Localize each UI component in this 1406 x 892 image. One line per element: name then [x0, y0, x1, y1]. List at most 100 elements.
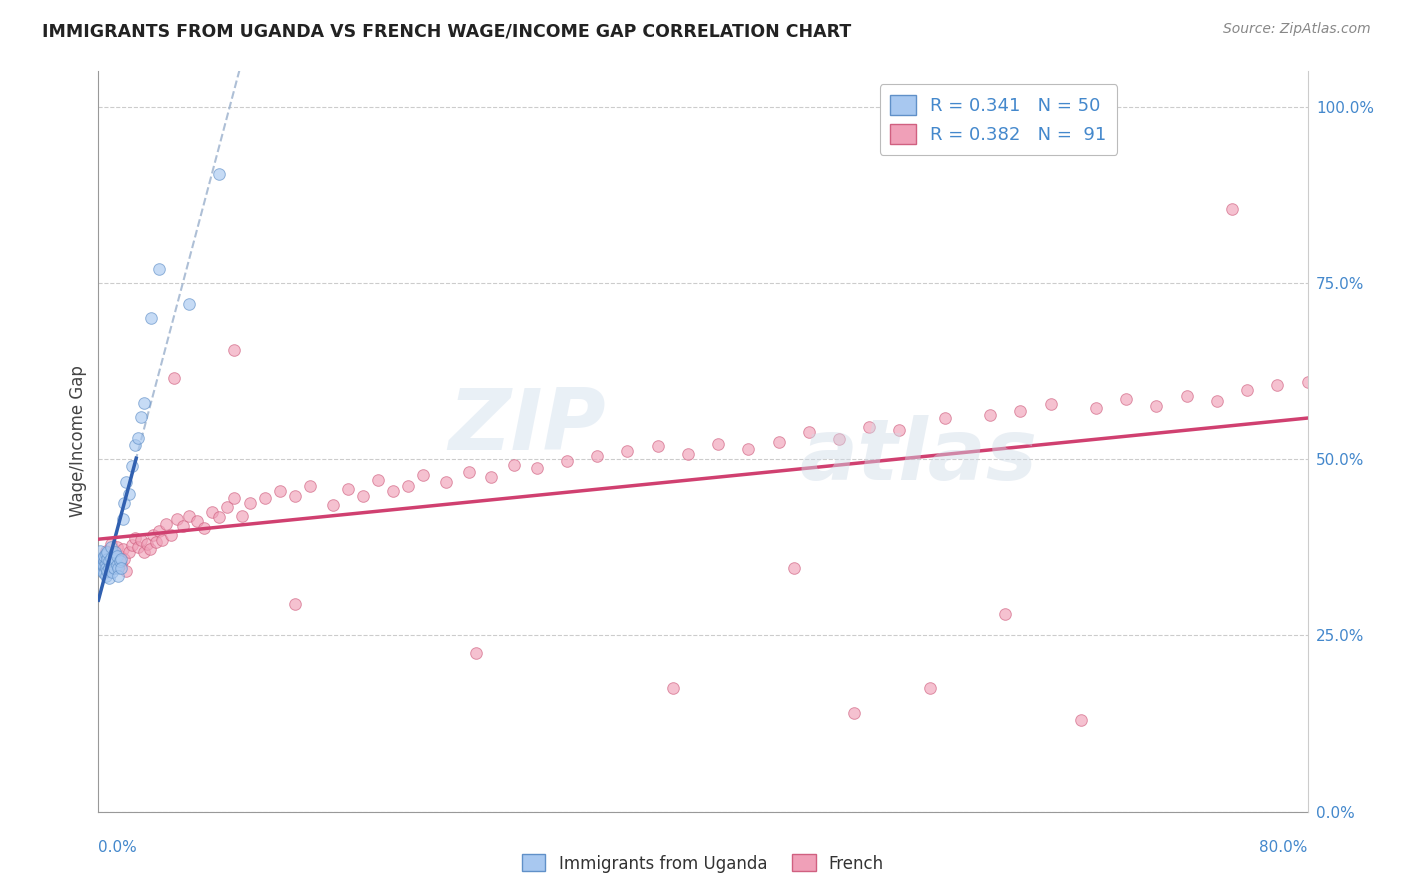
- Text: atlas: atlas: [800, 415, 1038, 498]
- Point: [647, 440, 669, 454]
- Point: [193, 521, 215, 535]
- Point: [208, 510, 231, 524]
- Legend: Immigrants from Uganda, French: Immigrants from Uganda, French: [516, 847, 890, 880]
- Point: [101, 557, 124, 571]
- Point: [103, 547, 125, 561]
- Point: [396, 479, 419, 493]
- Point: [1175, 389, 1198, 403]
- Text: ZIP: ZIP: [449, 385, 606, 468]
- Point: [661, 681, 683, 696]
- Point: [768, 434, 790, 449]
- Point: [98, 554, 121, 568]
- Point: [91, 550, 114, 565]
- Point: [215, 500, 238, 515]
- Point: [107, 559, 129, 574]
- Point: [105, 541, 128, 555]
- Point: [96, 561, 118, 575]
- Point: [352, 489, 374, 503]
- Point: [934, 411, 956, 425]
- Point: [94, 568, 117, 582]
- Point: [284, 597, 307, 611]
- Point: [412, 467, 434, 482]
- Point: [299, 479, 322, 493]
- Point: [1236, 383, 1258, 397]
- Point: [1070, 713, 1092, 727]
- Point: [179, 508, 201, 523]
- Point: [889, 423, 911, 437]
- Point: [132, 396, 155, 410]
- Point: [93, 554, 115, 568]
- Point: [1039, 397, 1062, 411]
- Point: [239, 496, 262, 510]
- Point: [118, 487, 141, 501]
- Point: [783, 561, 806, 575]
- Point: [129, 533, 152, 548]
- Text: 80.0%: 80.0%: [1260, 840, 1308, 855]
- Point: [322, 498, 344, 512]
- Point: [1115, 392, 1137, 407]
- Text: Source: ZipAtlas.com: Source: ZipAtlas.com: [1223, 22, 1371, 37]
- Point: [994, 607, 1017, 622]
- Point: [135, 537, 157, 551]
- Point: [121, 538, 143, 552]
- Point: [127, 431, 149, 445]
- Point: [94, 547, 117, 561]
- Point: [98, 549, 121, 564]
- Point: [148, 524, 170, 538]
- Point: [148, 261, 170, 276]
- Point: [586, 449, 609, 463]
- Y-axis label: Wage/Income Gap: Wage/Income Gap: [69, 366, 87, 517]
- Point: [107, 568, 129, 582]
- Point: [104, 554, 127, 568]
- Point: [118, 545, 141, 559]
- Point: [160, 528, 183, 542]
- Point: [121, 459, 143, 474]
- Point: [94, 557, 117, 571]
- Point: [89, 544, 111, 558]
- Point: [142, 528, 165, 542]
- Point: [103, 554, 125, 568]
- Point: [108, 549, 131, 564]
- Point: [111, 542, 134, 557]
- Point: [124, 531, 146, 545]
- Point: [110, 557, 132, 571]
- Point: [979, 409, 1001, 423]
- Point: [96, 564, 118, 578]
- Point: [107, 561, 129, 575]
- Point: [231, 508, 253, 523]
- Point: [434, 475, 457, 489]
- Point: [201, 505, 224, 519]
- Point: [110, 561, 132, 575]
- Point: [96, 545, 118, 559]
- Point: [367, 473, 389, 487]
- Point: [707, 436, 730, 450]
- Point: [139, 542, 162, 557]
- Point: [93, 554, 115, 568]
- Point: [101, 559, 124, 574]
- Point: [129, 409, 152, 424]
- Point: [91, 565, 114, 579]
- Point: [93, 549, 115, 564]
- Point: [918, 681, 941, 696]
- Point: [100, 559, 122, 574]
- Point: [103, 545, 125, 559]
- Point: [104, 552, 127, 566]
- Point: [105, 558, 128, 572]
- Point: [90, 554, 112, 568]
- Point: [224, 343, 246, 357]
- Point: [457, 465, 479, 479]
- Point: [616, 443, 638, 458]
- Point: [166, 512, 188, 526]
- Point: [112, 552, 135, 566]
- Point: [145, 535, 167, 549]
- Point: [269, 483, 291, 498]
- Text: IMMIGRANTS FROM UGANDA VS FRENCH WAGE/INCOME GAP CORRELATION CHART: IMMIGRANTS FROM UGANDA VS FRENCH WAGE/IN…: [42, 22, 852, 40]
- Legend: R = 0.341   N = 50, R = 0.382   N =  91: R = 0.341 N = 50, R = 0.382 N = 91: [880, 84, 1118, 154]
- Point: [155, 516, 177, 531]
- Point: [186, 514, 208, 528]
- Point: [382, 483, 405, 498]
- Point: [844, 706, 866, 720]
- Point: [124, 438, 146, 452]
- Point: [127, 541, 149, 555]
- Point: [858, 420, 880, 434]
